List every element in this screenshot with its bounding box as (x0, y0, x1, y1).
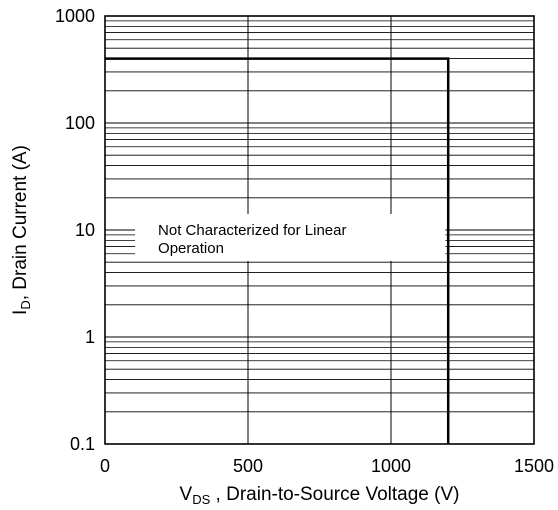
y-tick-labels: 0.1 1 10 100 1000 (55, 6, 95, 454)
x-tick-label: 0 (100, 456, 110, 476)
annotation: Not Characterized for Linear Operation (135, 214, 446, 261)
annotation-line-1: Not Characterized for Linear (158, 222, 346, 239)
annotation-background (135, 214, 446, 261)
x-tick-label: 1500 (514, 456, 554, 476)
series-line (105, 57, 450, 444)
y-tick-label: 1 (85, 327, 95, 347)
y-tick-label: 1000 (55, 6, 95, 26)
y-axis-label-subscript: D (18, 300, 33, 309)
y-axis-label-main: I (10, 310, 31, 315)
x-tick-labels: 0 500 1000 1500 (100, 456, 554, 476)
y-tick-label: 0.1 (70, 434, 95, 454)
x-tick-label: 1000 (371, 456, 411, 476)
annotation-line-2: Operation (158, 240, 224, 257)
y-axis-label: ID, Drain Current (A) (10, 145, 33, 315)
x-axis-label-main: V (180, 484, 193, 505)
x-axis-label-rest: , Drain-to-Source Voltage (V) (210, 484, 459, 505)
x-axis-label-subscript: DS (192, 492, 210, 507)
plot-frame (104, 15, 535, 445)
y-tick-label: 10 (75, 220, 95, 240)
y-axis-label-rest: , Drain Current (A) (10, 145, 31, 300)
y-tick-label: 100 (65, 113, 95, 133)
x-axis-label: VDS , Drain-to-Source Voltage (V) (180, 484, 460, 507)
x-tick-label: 500 (233, 456, 263, 476)
grid (104, 16, 535, 445)
